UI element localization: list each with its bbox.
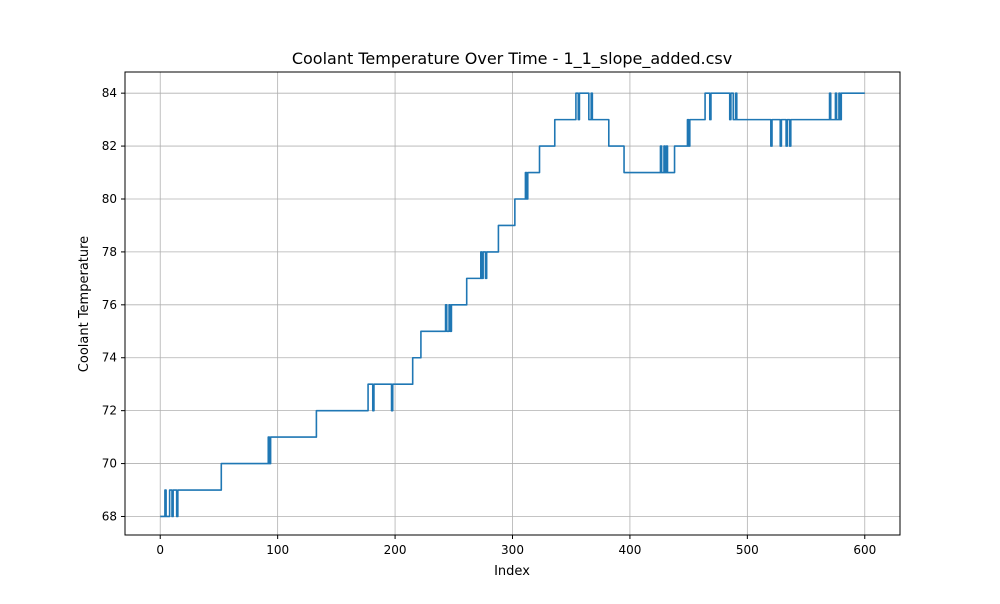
x-tick-label: 500 xyxy=(736,543,759,557)
chart-title: Coolant Temperature Over Time - 1_1_slop… xyxy=(292,49,732,69)
series-line-0 xyxy=(160,92,865,518)
y-tick-label: 70 xyxy=(102,457,117,471)
y-tick-label: 72 xyxy=(102,404,117,418)
y-tick-label: 76 xyxy=(102,298,117,312)
x-axis-label: Index xyxy=(494,564,530,579)
x-tick-label: 100 xyxy=(266,543,289,557)
x-tick-label: 300 xyxy=(501,543,524,557)
series-layer xyxy=(160,92,865,518)
y-tick-label: 80 xyxy=(102,192,117,206)
x-tick-label: 600 xyxy=(853,543,876,557)
x-tick-label: 400 xyxy=(618,543,641,557)
y-tick-label: 74 xyxy=(102,351,117,365)
x-tick-label: 200 xyxy=(384,543,407,557)
y-axis-ticks: 68 70 72 74 76 78 80 82 84 xyxy=(102,86,125,523)
y-tick-label: 84 xyxy=(102,86,117,100)
y-axis-label: Coolant Temperature xyxy=(77,236,92,372)
y-tick-label: 68 xyxy=(102,509,117,523)
y-tick-label: 78 xyxy=(102,245,117,259)
grid-lines xyxy=(125,72,900,535)
y-tick-label: 82 xyxy=(102,139,117,153)
x-axis-ticks: 0 100 200 300 400 500 600 xyxy=(156,535,876,557)
x-tick-label: 0 xyxy=(156,543,164,557)
